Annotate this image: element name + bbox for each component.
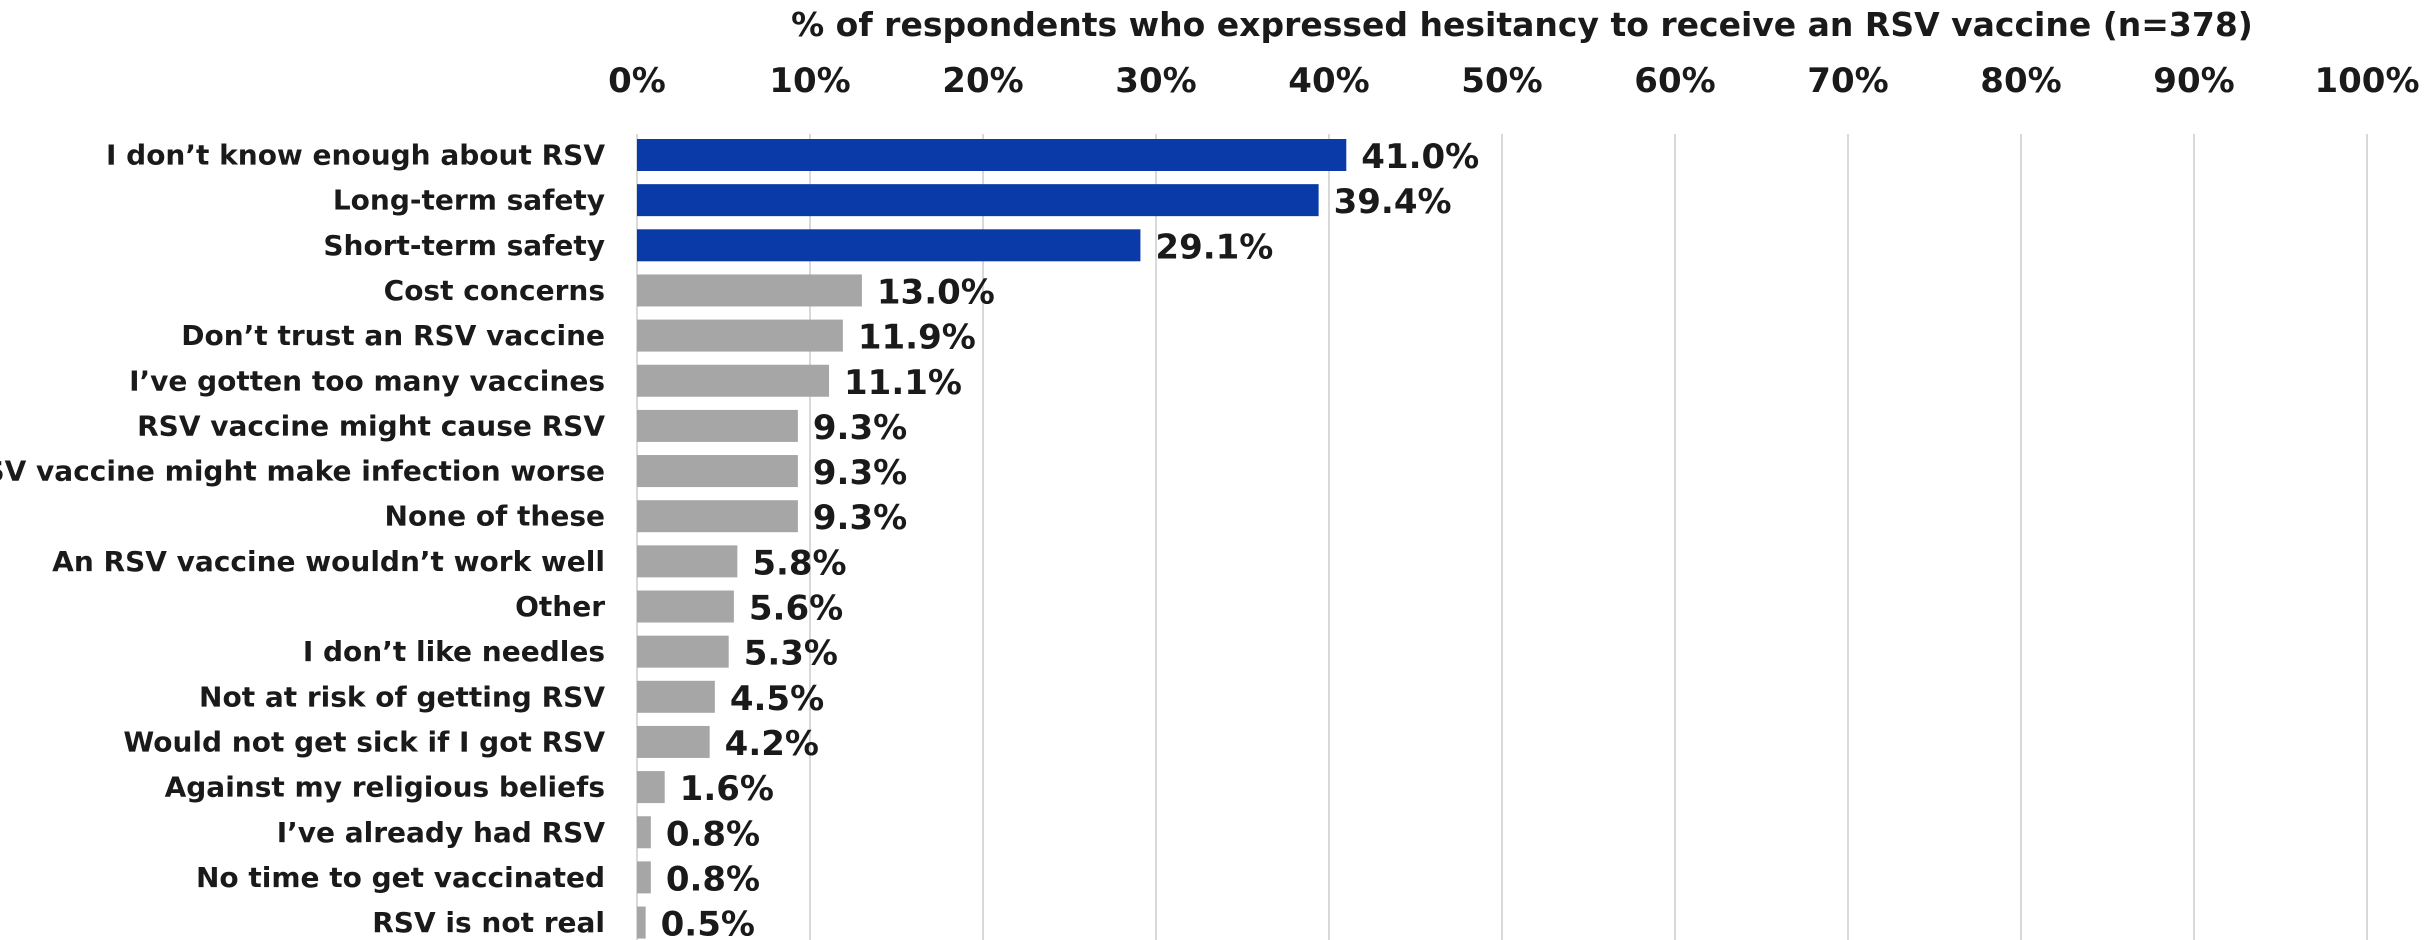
value-labels: 41.0% 39.4% 29.1% 13.0% 11.9% 11.1% 9.3% 9.3% 9.…: [661, 137, 1480, 940]
x-tick-label: 80%: [1980, 61, 2061, 101]
x-tick-label: 40%: [1288, 61, 1369, 101]
category-label: I don’t like needles: [303, 635, 605, 668]
bar: [637, 635, 729, 668]
value-label: 0.8%: [666, 814, 760, 854]
x-tick-label: 50%: [1461, 61, 1542, 101]
category-label: An RSV vaccine wouldn’t work well: [52, 545, 605, 578]
bar: [637, 229, 1141, 262]
category-label: I’ve gotten too many vaccines: [129, 364, 605, 397]
value-label: 4.5%: [730, 679, 824, 719]
value-label: 29.1%: [1155, 227, 1273, 267]
category-label: RSV vaccine might cause RSV: [137, 409, 605, 442]
x-tick-label: 30%: [1115, 61, 1196, 101]
bar: [637, 455, 798, 488]
bar: [637, 409, 798, 442]
value-label: 1.6%: [680, 769, 774, 809]
value-label: 4.2%: [725, 724, 819, 764]
value-label: 39.4%: [1334, 182, 1452, 222]
value-label: 9.3%: [813, 498, 907, 538]
value-label: 9.3%: [813, 408, 907, 448]
value-label: 5.3%: [744, 634, 838, 674]
x-axis-ticks: 0% 10% 20% 30% 40% 50% 60% 70% 80% 90% 100%: [608, 61, 2419, 101]
value-label: 9.3%: [813, 453, 907, 493]
bar: [637, 500, 798, 533]
value-label: 13.0%: [877, 272, 995, 312]
gridlines: [636, 134, 2368, 940]
bar: [637, 184, 1319, 217]
category-label: Against my religious beliefs: [165, 771, 605, 804]
bar: [637, 906, 646, 939]
category-label: RSV is not real: [372, 906, 605, 939]
x-axis-title: % of respondents who expressed hesitancy…: [791, 5, 2253, 44]
bar: [637, 861, 651, 894]
category-label: Don’t trust an RSV vaccine: [181, 319, 605, 352]
value-label: 11.9%: [858, 318, 976, 358]
x-tick-label: 0%: [608, 61, 666, 101]
category-label: Would not get sick if I got RSV: [123, 725, 605, 758]
category-label: Not at risk of getting RSV: [199, 680, 605, 713]
x-tick-label: 10%: [769, 61, 850, 101]
category-label: Long-term safety: [333, 184, 605, 217]
category-label: Short-term safety: [323, 229, 605, 262]
x-tick-label: 70%: [1807, 61, 1888, 101]
category-label: Cost concerns: [384, 274, 605, 307]
category-label: I don’t know enough about RSV: [106, 139, 605, 172]
bar: [637, 139, 1347, 171]
x-tick-label: 60%: [1634, 61, 1715, 101]
bar: [637, 680, 715, 713]
category-label: No time to get vaccinated: [196, 861, 605, 894]
bar: [637, 364, 830, 397]
value-label: 0.5%: [661, 905, 755, 940]
value-label: 41.0%: [1361, 137, 1479, 177]
bar: [637, 545, 738, 578]
category-label: I’ve already had RSV: [277, 816, 606, 849]
bar: [637, 725, 710, 758]
bar: [637, 771, 665, 804]
value-label: 11.1%: [844, 363, 962, 403]
x-tick-label: 90%: [2153, 61, 2234, 101]
value-label: 5.6%: [749, 589, 843, 629]
x-tick-label: 20%: [942, 61, 1023, 101]
bar: [637, 816, 651, 849]
bars: [637, 139, 1347, 939]
x-tick-label: 100%: [2314, 61, 2419, 101]
bar: [637, 590, 734, 623]
category-labels: I don’t know enough about RSV Long-term s…: [0, 139, 605, 940]
category-label: Other: [515, 590, 605, 623]
bar: [637, 274, 862, 307]
category-label: RSV vaccine might make infection worse: [0, 455, 605, 488]
category-label: None of these: [385, 500, 605, 533]
value-label: 0.8%: [666, 859, 760, 899]
value-label: 5.8%: [752, 543, 846, 583]
bar: [637, 319, 843, 352]
